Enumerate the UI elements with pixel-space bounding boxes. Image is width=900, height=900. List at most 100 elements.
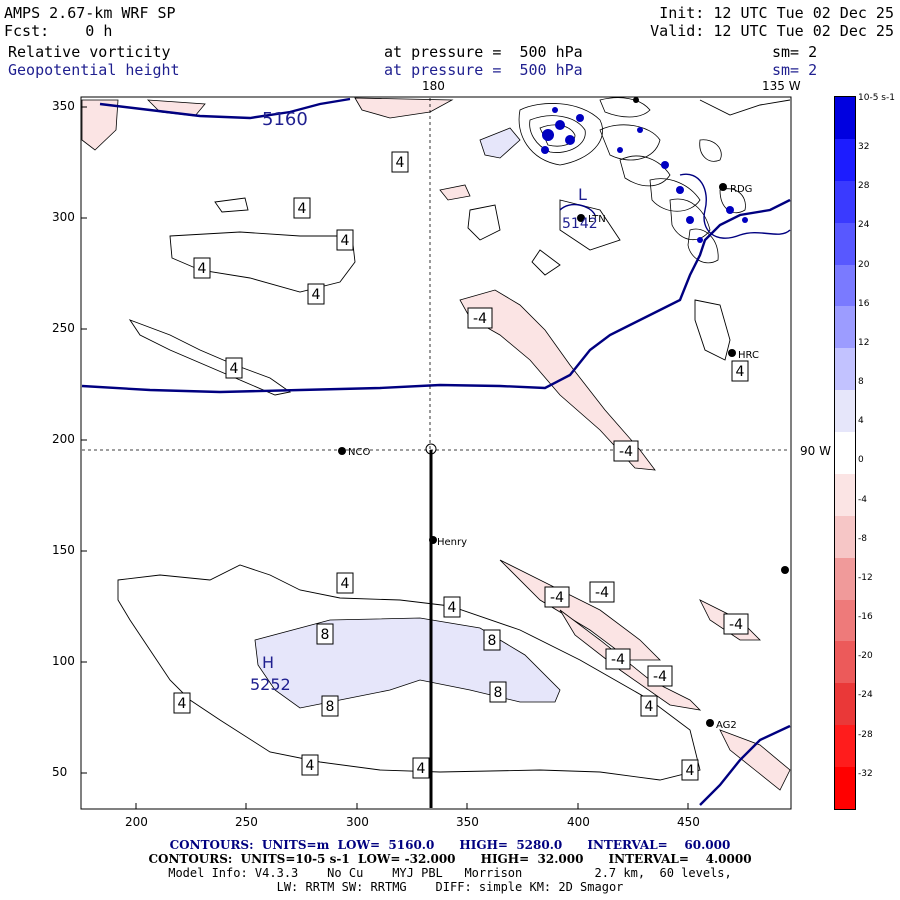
colorbar-level-label: 4 <box>858 416 864 427</box>
contour-label-box <box>681 759 699 781</box>
footer-height-contours: CONTOURS: UNITS=m LOW= 5160.0 HIGH= 5280… <box>169 838 731 852</box>
pressure2-label: at pressure = 500 hPa <box>384 61 583 79</box>
contour-label-text: 4 <box>306 758 315 774</box>
contour-label-box <box>412 757 430 779</box>
x-tick-label: 300 <box>346 815 369 829</box>
colorbar-level-label: 12 <box>858 337 870 348</box>
colorbar-segment <box>835 390 855 433</box>
colorbar-segment <box>835 557 855 600</box>
contour-label-box <box>321 695 339 717</box>
colorbar-level-label: -4 <box>858 494 867 505</box>
contour-label-text: 4 <box>448 600 457 616</box>
contour-label-text: -4 <box>729 617 743 633</box>
colorbar-level-label: -28 <box>858 729 873 740</box>
vorticity-shading <box>81 97 791 791</box>
y-tick-label: 250 <box>52 321 75 335</box>
colorbar-segment <box>835 599 855 642</box>
station-name-label: NCO <box>348 447 370 458</box>
colorbar-level-label: -24 <box>858 690 873 701</box>
station-dots <box>338 97 789 727</box>
contour-label-text: -4 <box>611 652 625 668</box>
contour-label-box <box>640 695 658 717</box>
contour-label-box <box>336 229 354 251</box>
station-name-label: LTN <box>588 214 606 225</box>
lon-label-top-right: 135 W <box>762 79 801 93</box>
contour-label-text: 4 <box>198 261 207 277</box>
contour-label-box <box>723 613 749 635</box>
lon-label-top: 180 <box>422 79 445 93</box>
contour-label-text: -4 <box>595 585 609 601</box>
smooth2-label: sm= 2 <box>772 61 818 79</box>
colorbar-segment <box>835 515 855 558</box>
y-tick-label: 50 <box>52 765 68 779</box>
contour-label-box <box>225 357 243 379</box>
x-tick-label: 250 <box>235 815 258 829</box>
colorbar-segment <box>835 767 855 809</box>
colorbar-segment <box>835 222 855 265</box>
contour-label-box <box>336 572 354 594</box>
contour-label-box <box>193 257 211 279</box>
colorbar-segment <box>835 180 855 223</box>
coastal-vorticity-blue-blobs <box>541 107 748 243</box>
contour-label-text: -4 <box>473 311 487 327</box>
field1-label: Relative vorticity <box>8 43 171 61</box>
contour-label-text: 8 <box>326 699 335 715</box>
colorbar-level-label: -20 <box>858 651 873 662</box>
colorbar-level-label: -32 <box>858 768 873 779</box>
contour-label-box <box>489 681 507 703</box>
contour-label-box <box>173 692 191 714</box>
height-label: 5252 <box>250 675 291 694</box>
contour-label-text: 4 <box>686 763 695 779</box>
station-name-label: RDG <box>730 184 752 195</box>
colorbar-level-label: 8 <box>858 377 864 388</box>
contour-label-box <box>589 581 615 603</box>
pressure1-label: at pressure = 500 hPa <box>384 43 583 61</box>
colorbar-level-label: 32 <box>858 142 870 153</box>
colorbar-level-label: 28 <box>858 181 870 192</box>
colorbar-segment <box>835 725 855 768</box>
height-label: L <box>578 185 587 204</box>
contour-label-text: 8 <box>494 685 503 701</box>
contour-label-text: 4 <box>645 699 654 715</box>
contour-label-text: 4 <box>230 361 239 377</box>
colorbar-level-label: 16 <box>858 298 870 309</box>
geopotential-height-contours <box>81 97 791 806</box>
contour-label-box <box>467 307 493 329</box>
contour-label-text: 4 <box>312 287 321 303</box>
contour-label-box <box>483 629 501 651</box>
cross-section-endpoint <box>425 443 437 455</box>
plot-frame <box>80 96 792 810</box>
footer-model-info: Model Info: V4.3.3 No Cu MYJ PBL Morriso… <box>168 866 732 880</box>
station-name-label: AG2 <box>716 720 737 731</box>
valid-time: Valid: 12 UTC Tue 02 Dec 25 <box>650 22 894 40</box>
station-names: NCO Henry RDG HRC AG2 LTN <box>348 184 759 731</box>
contour-label-text: 8 <box>321 627 330 643</box>
colorbar-segment <box>835 473 855 516</box>
contour-label-text: -4 <box>619 444 633 460</box>
contour-label-text: 8 <box>488 633 497 649</box>
colorbar-segment <box>835 641 855 684</box>
colorbar-segment <box>835 97 855 139</box>
x-tick-label: 200 <box>125 815 148 829</box>
geopotential-height-coastal <box>559 173 791 239</box>
colorbar-level-label: 20 <box>858 259 870 270</box>
contour-label-text: 4 <box>417 761 426 777</box>
colorbar-segment <box>835 138 855 181</box>
contour-label-box <box>301 754 319 776</box>
field2-label: Geopotential height <box>8 61 180 79</box>
contour-label-text: 4 <box>736 364 745 380</box>
contour-label-box <box>307 283 325 305</box>
y-tick-label: 350 <box>52 99 75 113</box>
contour-label-text: 4 <box>396 155 405 171</box>
colorbar-strip <box>834 96 856 810</box>
height-label: 5160 <box>262 109 308 130</box>
contour-label-text: 4 <box>341 576 350 592</box>
y-tick-label: 100 <box>52 654 75 668</box>
smooth1-label: sm= 2 <box>772 43 818 61</box>
height-label: 5142 <box>562 216 598 232</box>
x-tick-label: 450 <box>677 815 700 829</box>
y-tick-label: 150 <box>52 543 75 557</box>
init-time: Init: 12 UTC Tue 02 Dec 25 <box>659 4 894 22</box>
x-tick-label: 350 <box>456 815 479 829</box>
colorbar-level-label: -8 <box>858 533 867 544</box>
